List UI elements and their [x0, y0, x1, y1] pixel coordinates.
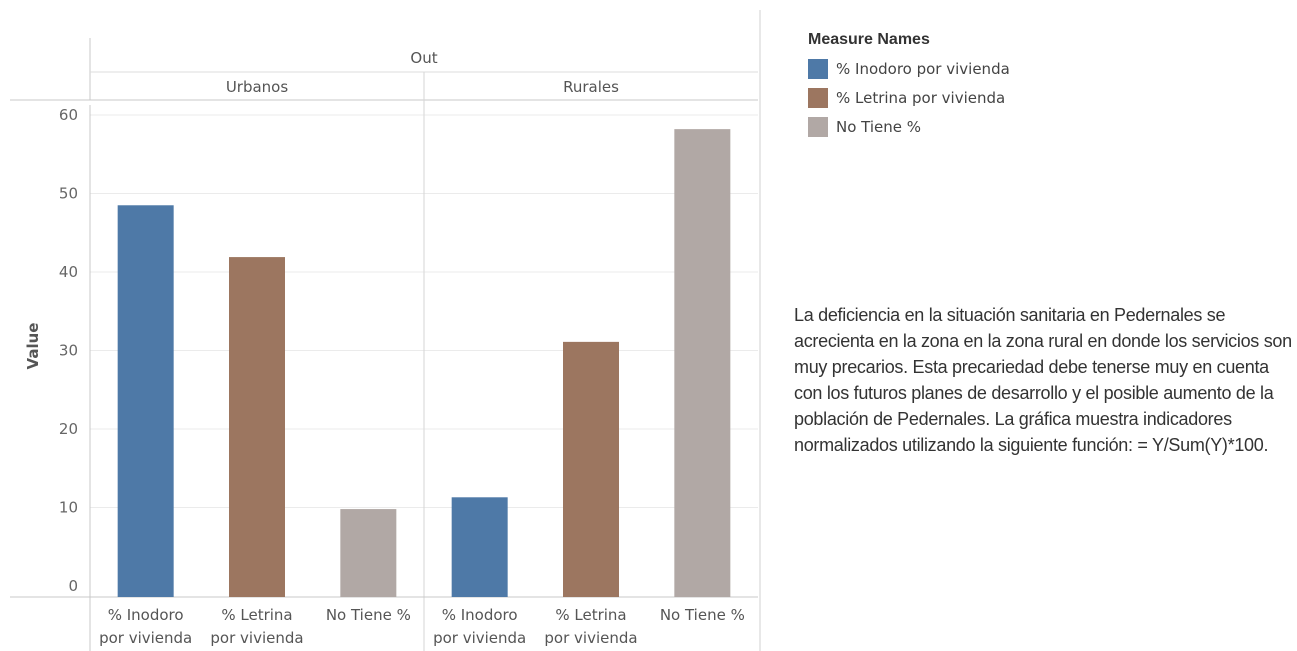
legend-item-letrina[interactable]: % Letrina por vivienda [808, 83, 1010, 112]
y-tick-label-20: 20 [59, 420, 78, 438]
column-header: Out [410, 49, 437, 67]
x-tick-label-rurales-no-tiene-pct-line1: No Tiene % [660, 606, 745, 624]
x-tick-label-rurales-pct-inodoro-por-vivienda-line1: % Inodoro [442, 606, 518, 624]
x-tick-label-urbanos-pct-inodoro-por-vivienda-line2: por vivienda [99, 629, 192, 647]
legend-label-inodoro: % Inodoro por vivienda [836, 59, 1010, 78]
x-tick-label-urbanos-no-tiene-pct-line1: No Tiene % [326, 606, 411, 624]
y-tick-label-50: 50 [59, 185, 78, 203]
legend-swatch-letrina [808, 87, 828, 108]
legend-label-no-tiene: No Tiene % [836, 117, 922, 136]
bar-urbanos-pct-inodoro-por-vivienda [117, 205, 174, 597]
bar-urbanos-pct-letrina-por-vivienda [229, 257, 285, 597]
legend-item-no-tiene[interactable]: No Tiene % [808, 112, 1010, 141]
legend-title: Measure Names [808, 31, 930, 48]
legend-swatch-inodoro [808, 58, 828, 79]
y-tick-label-60: 60 [59, 106, 78, 124]
x-tick-label-urbanos-pct-inodoro-por-vivienda-line1: % Inodoro [108, 606, 184, 624]
x-tick-label-urbanos-pct-letrina-por-vivienda-line1: % Letrina [221, 606, 292, 624]
y-axis-title: Value [24, 323, 42, 370]
x-tick-label-rurales-pct-inodoro-por-vivienda-line2: por vivienda [433, 629, 526, 647]
legend: Measure Names % Inodoro por vivienda % L… [808, 31, 1010, 141]
x-tick-label-rurales-pct-letrina-por-vivienda-line1: % Letrina [555, 606, 626, 624]
y-tick-label-0: 0 [68, 577, 78, 595]
bar-urbanos-no-tiene-pct [340, 509, 397, 597]
y-tick-label-30: 30 [59, 342, 78, 360]
panel-header-urbanos: Urbanos [226, 78, 289, 96]
bar-rurales-pct-inodoro-por-vivienda [451, 497, 508, 597]
x-tick-label-rurales-pct-letrina-por-vivienda-line2: por vivienda [544, 629, 637, 647]
panel-header-rurales: Rurales [563, 78, 619, 96]
chart-caption: La deficiencia en la situación sanitaria… [794, 305, 1292, 455]
bar-rurales-no-tiene-pct [674, 129, 731, 597]
y-tick-label-40: 40 [59, 263, 78, 281]
x-tick-label-urbanos-pct-letrina-por-vivienda-line2: por vivienda [210, 629, 303, 647]
legend-item-inodoro[interactable]: % Inodoro por vivienda [808, 54, 1010, 83]
legend-label-letrina: % Letrina por vivienda [836, 88, 1006, 107]
y-tick-label-10: 10 [59, 499, 78, 517]
bar-chart: Out 0 10 20 30 40 50 60 Value Urbanos % Inodoro por… [10, 10, 761, 651]
legend-swatch-no-tiene [808, 116, 828, 137]
bar-rurales-pct-letrina-por-vivienda [563, 341, 619, 597]
